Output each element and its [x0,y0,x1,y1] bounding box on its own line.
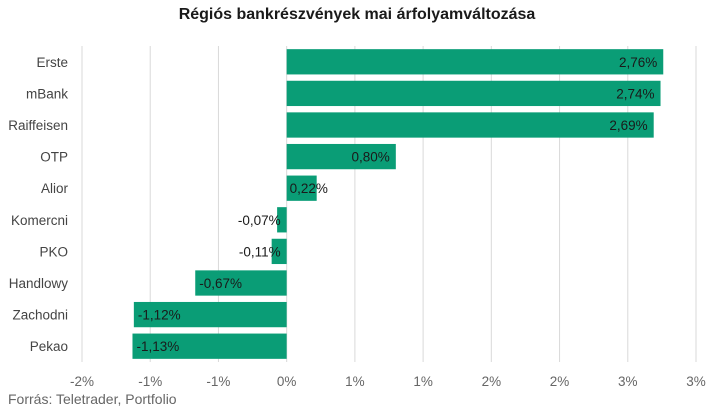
value-label: -0,11% [239,244,281,259]
category-label: Raiffeisen [8,118,68,133]
category-labels: Erste mBank Raiffeisen OTP Alior Komercni PKO H… [8,55,68,354]
bar [277,207,287,233]
value-label: 0,22% [290,181,328,196]
x-tick-label: 3% [618,374,638,389]
category-label: Handlowy [9,276,69,291]
bar [195,270,287,296]
bar [286,80,661,107]
bar [286,143,396,170]
value-label: -0,07% [238,213,281,228]
bar [286,112,654,138]
bars [132,49,664,359]
value-label: 2,74% [616,86,654,101]
category-label: Zachodni [12,308,68,323]
category-label: Pekao [30,339,68,354]
value-label: 2,76% [619,55,657,70]
category-label: mBank [26,86,68,101]
category-label: Erste [36,55,68,70]
bar [133,301,287,328]
chart-title: Régiós bankrészvények mai árfolyamváltoz… [178,6,536,23]
value-label: 2,69% [609,118,647,133]
bar [132,333,287,359]
value-label: -0,67% [199,276,242,291]
bar [286,49,664,75]
bar [286,175,317,201]
x-tick-label: -1% [138,374,162,389]
source-note: Forrás: Teletrader, Portfolio [8,391,177,407]
x-tick-labels: -2% -1% -1% 0% 1% 1% 2% 2% 3% 3% [70,374,706,389]
x-tick-label: 1% [413,374,433,389]
category-label: PKO [39,244,68,259]
x-tick-label: 1% [345,374,365,389]
x-tick-label: -1% [206,374,230,389]
x-tick-label: 0% [277,374,297,389]
x-tick-label: -2% [70,374,94,389]
category-label: OTP [40,150,68,165]
value-label: 0,80% [352,150,390,165]
value-label: -1,12% [138,308,181,323]
category-label: Komercni [11,213,68,228]
bar [271,238,287,265]
x-tick-label: 2% [550,374,570,389]
x-tick-label: 2% [482,374,502,389]
value-label: -1,13% [136,339,179,354]
value-labels: 2,76% 2,74% 2,69% 0,80% 0,22% -0,07% -0,11% -0,… [136,55,657,354]
category-label: Alior [41,181,69,196]
x-tick-label: 3% [686,374,706,389]
